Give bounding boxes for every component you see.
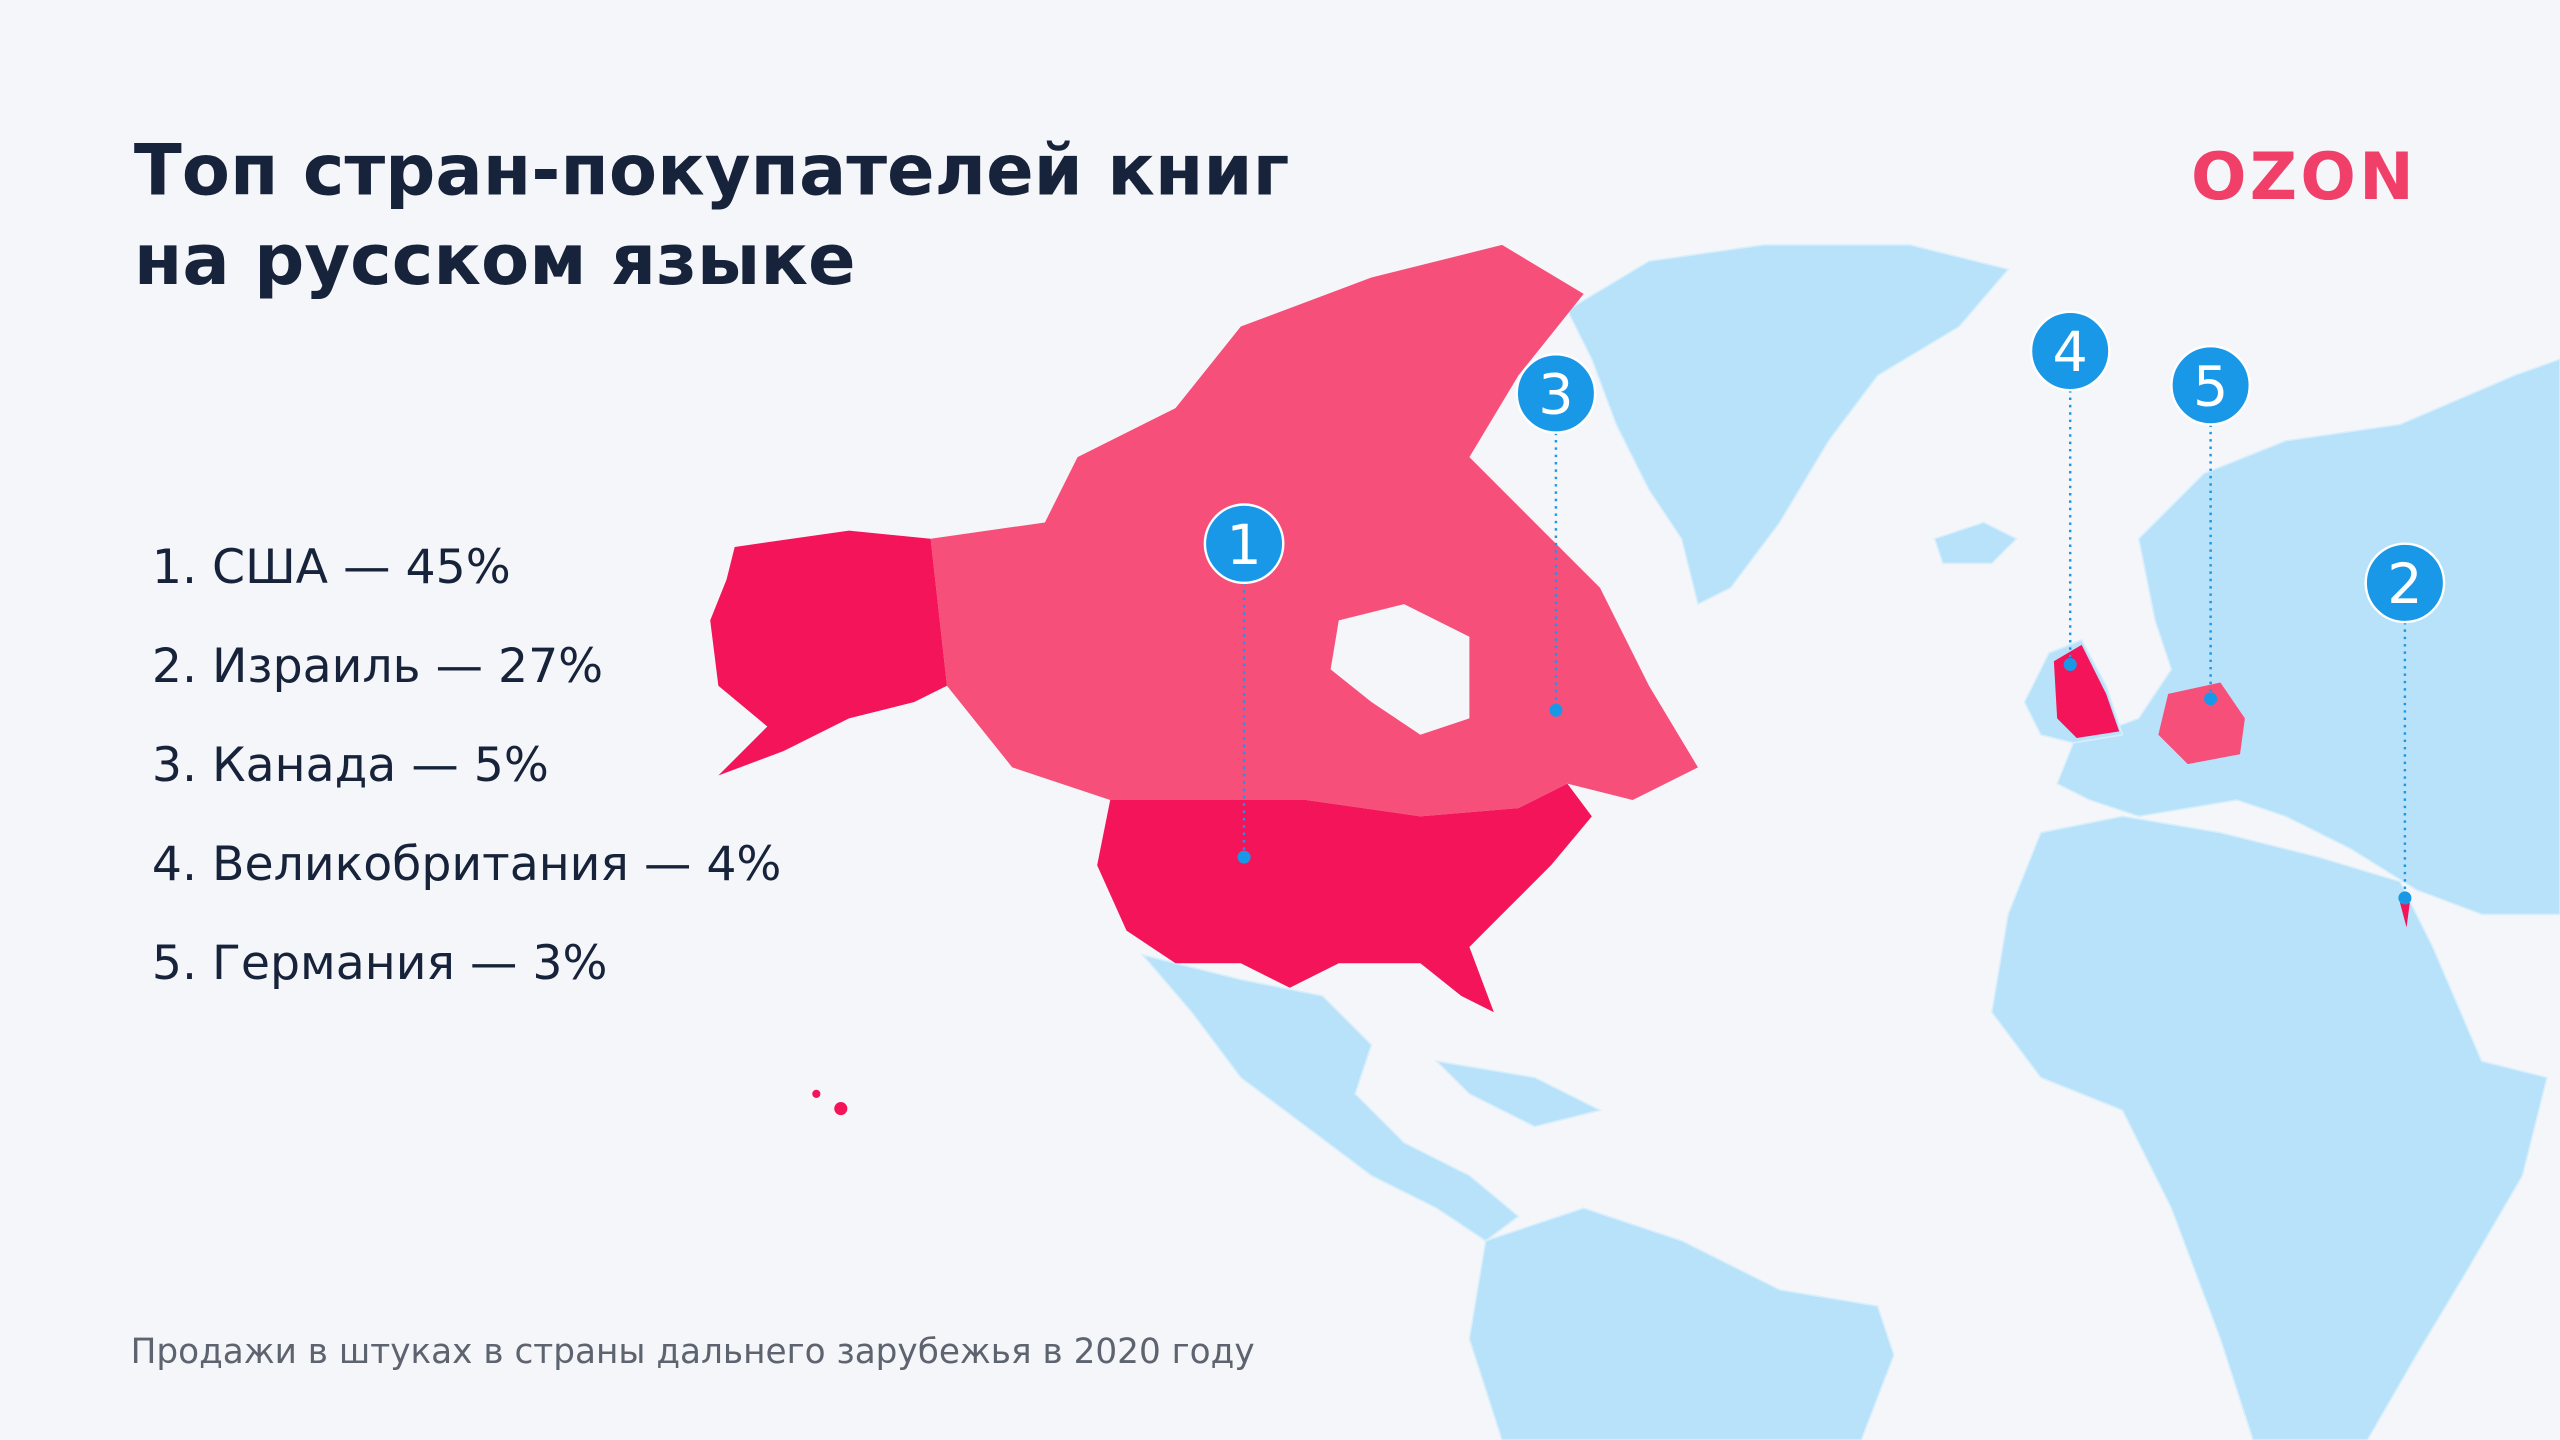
marker-bubble bbox=[1515, 353, 1597, 434]
usa bbox=[1097, 783, 1592, 1013]
title-line: на русском языке bbox=[134, 219, 856, 301]
marker-dot bbox=[2398, 891, 2412, 905]
south-america bbox=[1468, 1207, 1895, 1440]
marker-number: 2 bbox=[2387, 552, 2422, 617]
list-item: 5. Германия — 3% bbox=[152, 936, 608, 991]
map bbox=[710, 244, 2560, 1440]
hawaii bbox=[834, 1102, 848, 1116]
marker-dot bbox=[2204, 692, 2218, 706]
list-item: 4. Великобритания — 4% bbox=[152, 837, 782, 892]
israel bbox=[2400, 902, 2410, 928]
marker-bubble bbox=[1203, 503, 1285, 585]
africa bbox=[1990, 815, 2548, 1440]
hudson-bay bbox=[1330, 604, 1470, 735]
uk bbox=[2053, 644, 2120, 738]
iceland bbox=[1933, 521, 2018, 565]
marker-number: 4 bbox=[2053, 320, 2088, 385]
canada bbox=[930, 244, 1698, 817]
greenland bbox=[1566, 244, 2010, 606]
marker-number: 5 bbox=[2193, 354, 2228, 419]
list-item: 3. Канада — 5% bbox=[152, 738, 549, 793]
list-item: 2. Израиль — 27% bbox=[152, 639, 603, 694]
marker-number: 1 bbox=[1226, 513, 1261, 578]
title-line: Топ стран-покупателей книг bbox=[134, 129, 1289, 211]
marker-dot bbox=[1237, 850, 1251, 864]
marker-number: 3 bbox=[1538, 363, 1573, 428]
central-america bbox=[1140, 953, 1520, 1242]
list-item: 1. США — 45% bbox=[152, 540, 511, 595]
hawaii bbox=[812, 1089, 821, 1098]
ranking-list: 1. США — 45% 2. Израиль — 27% 3. Канада — … bbox=[152, 540, 782, 991]
marker-bubble bbox=[2029, 310, 2111, 392]
marker-dot bbox=[2063, 657, 2077, 672]
marker-bubble bbox=[2170, 344, 2252, 426]
logo: OZON bbox=[2191, 139, 2417, 215]
markers: 1 2 3 4 5 bbox=[1203, 310, 2446, 905]
caribbean bbox=[1434, 1060, 1603, 1128]
germany bbox=[2158, 682, 2245, 765]
alaska bbox=[710, 530, 947, 776]
marker-dot bbox=[1549, 703, 1563, 717]
footnote: Продажи в штуках в страны дальнего заруб… bbox=[131, 1332, 1255, 1372]
marker-bubble bbox=[2364, 542, 2446, 624]
